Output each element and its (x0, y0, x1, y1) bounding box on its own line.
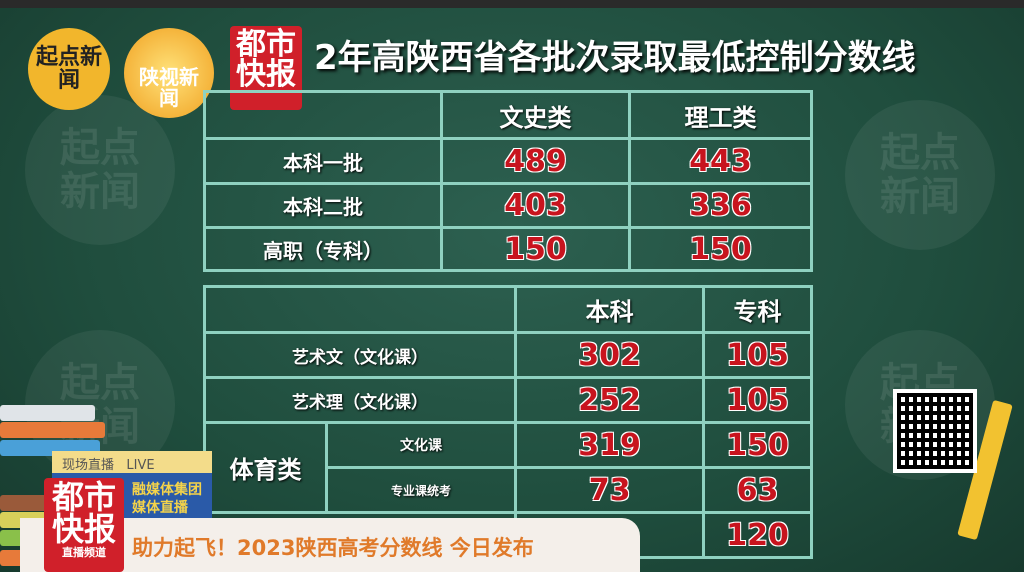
qidian-news-logo: 起点新闻 (28, 28, 110, 110)
column-header: 专科 (702, 285, 813, 334)
top-bar (0, 0, 1024, 8)
table-row: 本科一批 489 443 (203, 137, 813, 185)
table-row: 本科二批 403 336 (203, 182, 813, 229)
column-header: 理工类 (628, 90, 813, 140)
score-table-main: 文史类 理工类 本科一批 489 443 本科二批 403 336 高职（专科） 150 15… (203, 90, 813, 272)
watermark-logo: 起点新闻 (25, 95, 175, 245)
shaanshi-news-logo: 陕视新闻 (124, 28, 214, 118)
page-title: 2年高陕西省各批次录取最低控制分数线 (314, 38, 916, 78)
table-row: 高职（专科） 150 150 (203, 226, 813, 272)
qr-code[interactable] (893, 389, 977, 473)
table-row: 艺术文（文化课） 302 105 (202, 331, 813, 379)
live-label: 现场直播 LIVE (52, 451, 212, 473)
dushi-kuaibao-channel-logo: 都市 快报 直播频道 (44, 478, 124, 572)
table-row: 体育类 文化课 319 150 (203, 421, 813, 514)
column-header: 本科 (514, 285, 706, 334)
table-row: 专业课统考 73 63 (205, 466, 813, 514)
column-header: 文史类 (440, 90, 631, 140)
table-row: 艺术理（文化课） 252 105 (202, 376, 813, 424)
watermark-logo: 起点新闻 (845, 100, 995, 250)
